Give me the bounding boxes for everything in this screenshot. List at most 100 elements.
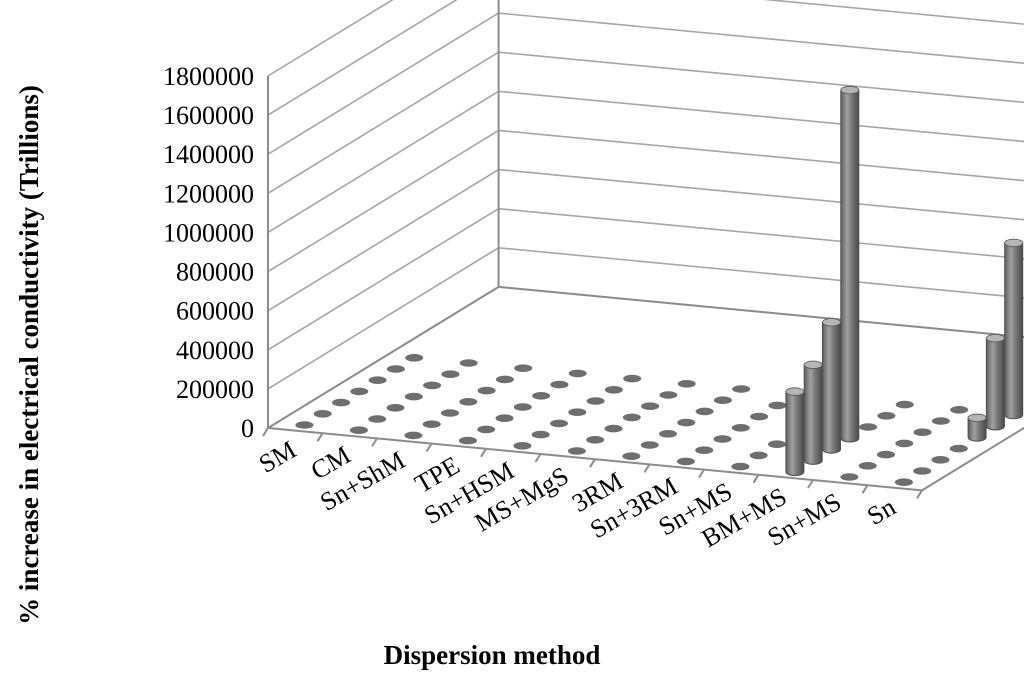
category-label: SM: [254, 435, 301, 479]
zero-marker: [477, 386, 496, 395]
gridline-7: [267, 12, 1024, 155]
bar: [803, 360, 823, 465]
chart-walls: [267, 0, 1024, 429]
bars: [785, 85, 1024, 477]
bar: [840, 85, 860, 443]
zero-marker: [404, 431, 423, 440]
zero-marker: [931, 456, 950, 464]
zero-marker: [513, 403, 532, 411]
zero-marker: [514, 364, 533, 373]
zero-marker: [586, 397, 605, 405]
y-axis-title: % increase in electrical conductivity (T…: [14, 85, 44, 625]
gridline-4: [267, 129, 1024, 273]
x-tick: [589, 458, 596, 468]
zero-marker: [877, 450, 895, 459]
bar: [1004, 238, 1024, 420]
zero-marker: [895, 400, 914, 409]
zero-marker: [840, 473, 859, 481]
x-tick: [916, 489, 923, 499]
zero-marker: [604, 386, 623, 394]
zero-marker: [695, 446, 714, 455]
bar-top: [822, 318, 841, 327]
zero-marker: [695, 407, 714, 416]
bar-top: [785, 387, 805, 396]
zero-marker: [931, 417, 950, 425]
y-tick-label: 1000000: [163, 218, 254, 247]
zero-marker: [495, 375, 514, 384]
x-tick: [807, 479, 814, 489]
bar: [785, 387, 805, 477]
zero-marker: [550, 419, 568, 428]
x-tick: [371, 437, 378, 447]
bar: [985, 334, 1005, 431]
bar-body: [785, 391, 805, 477]
bar-body: [985, 337, 1005, 431]
zero-marker: [749, 451, 768, 460]
zero-marker: [495, 414, 514, 423]
zero-marker: [713, 435, 732, 443]
zero-marker: [858, 462, 877, 470]
y-tick-label: 1400000: [163, 140, 254, 169]
x-tick: [861, 484, 869, 494]
zero-marker: [568, 369, 587, 378]
zero-marker: [659, 430, 677, 438]
x-axis-title: Dispersion method: [384, 640, 601, 670]
gridline-2: [267, 207, 1024, 351]
floor-left-edge: [267, 286, 500, 429]
bar-top: [803, 360, 823, 369]
zero-marker: [405, 354, 424, 362]
category-label: Sn: [862, 492, 900, 531]
zero-marker: [441, 370, 460, 379]
zero-marker: [349, 426, 368, 435]
zero-marker: [949, 444, 968, 453]
zero-marker: [676, 457, 695, 466]
zero-marker: [894, 478, 913, 487]
y-tick-label: 200000: [176, 375, 254, 404]
zero-marker: [713, 396, 732, 405]
gridline-8: [267, 0, 1024, 116]
zero-marker: [368, 376, 387, 385]
zero-marker: [313, 410, 332, 418]
x-tick: [262, 427, 269, 437]
bar-body: [1004, 242, 1024, 420]
x-tick: [752, 474, 760, 484]
bar-body: [803, 364, 823, 465]
zero-marker: [623, 374, 642, 383]
zero-marker: [458, 436, 477, 445]
gridline-6: [267, 51, 1024, 195]
zero-marker: [550, 380, 569, 389]
zero-marker: [586, 436, 605, 444]
zero-marker: [422, 420, 441, 429]
zero-markers: [295, 354, 969, 487]
zero-marker: [368, 415, 387, 423]
zero-marker: [732, 385, 751, 393]
zero-marker: [350, 387, 369, 396]
zero-marker: [950, 406, 969, 414]
zero-marker: [441, 409, 459, 417]
chart-floor: [262, 285, 1024, 499]
zero-marker: [568, 408, 587, 417]
floor-right-edge: [921, 426, 1024, 492]
zero-marker: [640, 441, 659, 449]
bar-body: [840, 89, 860, 443]
y-tick-label: 0: [241, 414, 254, 443]
zero-marker: [895, 439, 914, 448]
bar-top: [967, 413, 987, 423]
zero-marker: [859, 423, 878, 431]
bar-body: [822, 321, 841, 454]
bar-top: [986, 334, 1005, 343]
gridline-1: [267, 246, 1024, 390]
zero-marker: [386, 365, 405, 373]
zero-marker: [750, 412, 769, 421]
zero-marker: [404, 392, 423, 401]
zero-marker: [604, 424, 623, 433]
zero-marker: [913, 467, 932, 475]
zero-marker: [622, 413, 641, 422]
gridline-3: [267, 168, 1024, 312]
zero-marker: [731, 424, 750, 432]
y-tick-label: 800000: [176, 258, 254, 287]
x-tick: [534, 453, 542, 463]
zero-marker: [532, 392, 551, 400]
x-tick: [316, 432, 324, 442]
bar: [822, 318, 841, 454]
